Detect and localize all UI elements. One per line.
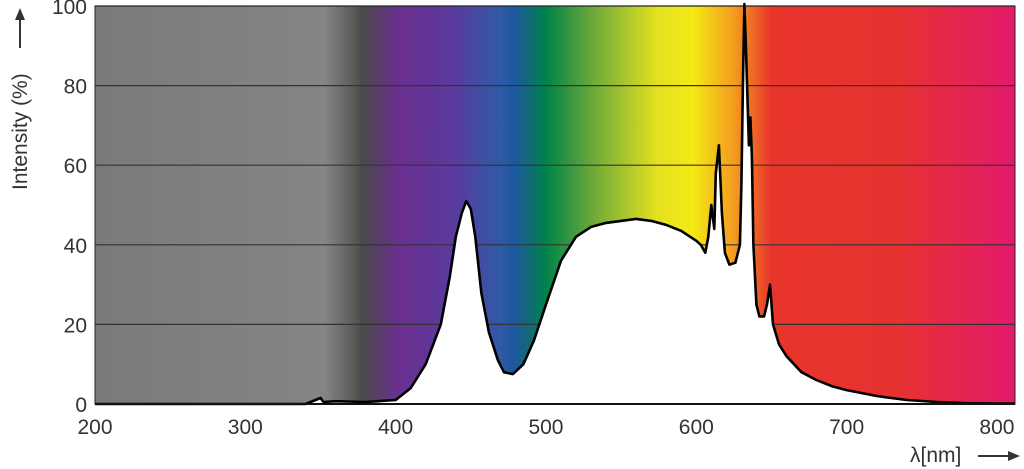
x-tick-label: 500	[528, 416, 563, 439]
x-tick-label: 600	[679, 416, 714, 439]
y-tick-labels: 0 20 40 60 80 100	[52, 0, 87, 417]
x-tick-label: 300	[228, 416, 263, 439]
x-axis-label: λ[nm]	[910, 444, 961, 467]
x-tick-label: 700	[829, 416, 864, 439]
y-tick-label: 100	[52, 0, 87, 19]
y-tick-label: 40	[64, 235, 87, 258]
x-axis-arrow-icon	[978, 451, 1020, 461]
y-tick-label: 60	[64, 155, 87, 178]
y-axis-arrow-icon	[15, 8, 25, 48]
y-tick-label: 20	[64, 314, 87, 337]
x-tick-labels: 200 300 400 500 600 700 800	[77, 416, 1014, 439]
y-tick-label: 0	[75, 394, 87, 417]
spectrum-area-fill	[95, 4, 1015, 404]
x-tick-label: 200	[77, 416, 112, 439]
spectrum-curve	[95, 2, 1015, 406]
y-axis-label: Intensity (%)	[9, 73, 32, 190]
y-tick-label: 80	[64, 76, 87, 99]
gridlines	[95, 5, 1015, 325]
x-tick-label: 400	[378, 416, 413, 439]
x-tick-label: 800	[979, 416, 1014, 439]
